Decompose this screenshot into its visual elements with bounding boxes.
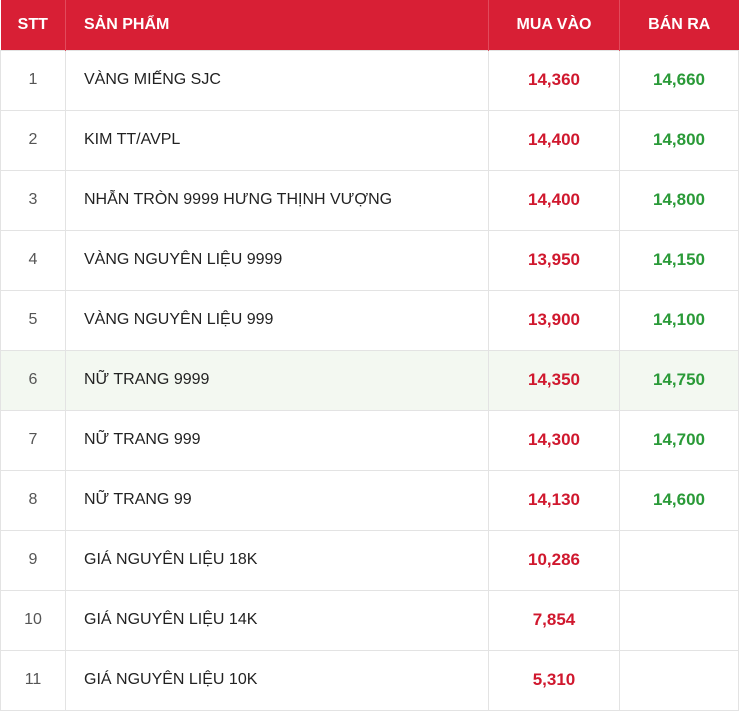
row-number: 4 — [0, 229, 66, 290]
row-number: 8 — [0, 469, 66, 530]
table-row: 1 VÀNG MIẾNG SJC 14,360 14,660 — [0, 49, 739, 110]
sell-price: 14,600 — [619, 469, 739, 530]
buy-price: 14,360 — [488, 49, 620, 110]
table-body: 1 VÀNG MIẾNG SJC 14,360 14,660 2 KIM TT/… — [0, 49, 739, 711]
sell-price — [619, 529, 739, 590]
table-row: 4 VÀNG NGUYÊN LIỆU 9999 13,950 14,150 — [0, 229, 739, 290]
row-number: 6 — [0, 349, 66, 410]
table-row: 8 NỮ TRANG 99 14,130 14,600 — [0, 469, 739, 530]
buy-price: 13,900 — [488, 289, 620, 350]
sell-price: 14,150 — [619, 229, 739, 290]
table-row-highlighted: 6 NỮ TRANG 9999 14,350 14,750 — [0, 349, 739, 410]
sell-price: 14,100 — [619, 289, 739, 350]
table-row: 5 VÀNG NGUYÊN LIỆU 999 13,900 14,100 — [0, 289, 739, 350]
product-name: GIÁ NGUYÊN LIỆU 10K — [65, 649, 489, 711]
table-row: 2 KIM TT/AVPL 14,400 14,800 — [0, 109, 739, 170]
buy-price: 14,350 — [488, 349, 620, 410]
buy-price: 13,950 — [488, 229, 620, 290]
row-number: 7 — [0, 409, 66, 470]
table-row: 7 NỮ TRANG 999 14,300 14,700 — [0, 409, 739, 470]
row-number: 11 — [0, 649, 66, 711]
sell-price: 14,700 — [619, 409, 739, 470]
sell-price — [619, 649, 739, 711]
column-header-buy: MUA VÀO — [488, 0, 620, 50]
product-name: NỮ TRANG 99 — [65, 469, 489, 530]
product-name: VÀNG MIẾNG SJC — [65, 49, 489, 110]
table-header: STT SẢN PHẨM MUA VÀO BÁN RA — [0, 0, 739, 50]
buy-price: 14,300 — [488, 409, 620, 470]
column-header-sell: BÁN RA — [648, 15, 711, 33]
header-row: STT SẢN PHẨM MUA VÀO BÁN RA — [0, 0, 739, 50]
product-name: KIM TT/AVPL — [65, 109, 489, 170]
buy-price: 7,854 — [488, 589, 620, 650]
row-number: 1 — [0, 49, 66, 110]
row-number: 2 — [0, 109, 66, 170]
sell-price: 14,800 — [619, 169, 739, 230]
row-number: 5 — [0, 289, 66, 350]
table-row: 11 GIÁ NGUYÊN LIỆU 10K 5,310 — [0, 649, 739, 711]
product-name: GIÁ NGUYÊN LIỆU 14K — [65, 589, 489, 650]
row-number: 10 — [0, 589, 66, 650]
row-number: 3 — [0, 169, 66, 230]
sell-price: 14,800 — [619, 109, 739, 170]
table-row: 9 GIÁ NGUYÊN LIỆU 18K 10,286 — [0, 529, 739, 590]
table-row: 3 NHẪN TRÒN 9999 HƯNG THỊNH VƯỢNG 14,400… — [0, 169, 739, 230]
row-number: 9 — [0, 529, 66, 590]
column-header-product: SẢN PHẨM — [65, 0, 489, 50]
buy-price: 14,130 — [488, 469, 620, 530]
product-name: GIÁ NGUYÊN LIỆU 18K — [65, 529, 489, 590]
product-name: VÀNG NGUYÊN LIỆU 999 — [65, 289, 489, 350]
buy-price: 14,400 — [488, 109, 620, 170]
buy-price: 10,286 — [488, 529, 620, 590]
buy-price: 5,310 — [488, 649, 620, 711]
product-name: NỮ TRANG 999 — [65, 409, 489, 470]
column-header-stt: STT — [0, 0, 66, 50]
sell-price: 14,660 — [619, 49, 739, 110]
buy-price: 14,400 — [488, 169, 620, 230]
product-name: NHẪN TRÒN 9999 HƯNG THỊNH VƯỢNG — [65, 169, 489, 230]
sell-price — [619, 589, 739, 650]
sell-price: 14,750 — [619, 349, 739, 410]
product-name: NỮ TRANG 9999 — [65, 349, 489, 410]
table-row: 10 GIÁ NGUYÊN LIỆU 14K 7,854 — [0, 589, 739, 650]
product-name: VÀNG NGUYÊN LIỆU 9999 — [65, 229, 489, 290]
